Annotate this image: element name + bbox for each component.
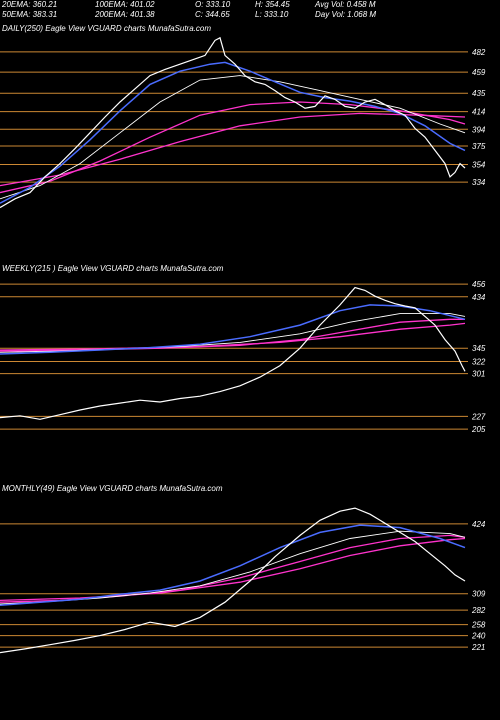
axis-label: 301 [472,370,485,379]
header-stat: Day Vol: 1.068 M [315,10,376,19]
weekly-panel: WEEKLY(215 ) Eagle View VGUARD charts Mu… [0,264,500,444]
axis-label: 205 [471,425,486,434]
axis-label: 482 [472,48,486,57]
header-stat: 200EMA: 401.38 [95,10,155,19]
axis-label: 414 [472,108,486,117]
axis-label: 394 [472,125,486,134]
monthly-chart: 424 309 282 258 240 221 [0,484,500,684]
monthly-title: MONTHLY(49) Eagle View VGUARD charts Mun… [2,484,223,493]
axis-label: 375 [472,142,486,151]
header-stat: 100EMA: 401.02 [95,0,155,9]
header-stat: Avg Vol: 0.458 M [315,0,375,9]
daily-title: DAILY(250) Eagle View VGUARD charts Muna… [2,24,211,33]
axis-label: 354 [472,160,486,169]
daily-panel: DAILY(250) Eagle View VGUARD charts Muna… [0,24,500,224]
weekly-chart: 456 434 345 322 301 227 205 [0,264,500,444]
daily-ema100-line [0,102,465,193]
axis-label: 240 [471,632,486,641]
monthly-ema50-line [0,531,465,604]
monthly-panel: MONTHLY(49) Eagle View VGUARD charts Mun… [0,484,500,684]
header-stat: C: 344.65 [195,10,230,19]
axis-label: 309 [472,590,486,599]
weekly-ema50-line [0,314,465,353]
axis-label: 221 [471,643,485,652]
daily-ema50-line [0,76,465,199]
header-stat: L: 333.10 [255,10,288,19]
axis-label: 322 [472,358,486,367]
header-stat: O: 333.10 [195,0,230,9]
weekly-title: WEEKLY(215 ) Eagle View VGUARD charts Mu… [2,264,223,273]
daily-chart: 482 459 435 414 394 375 354 334 [0,24,500,224]
axis-label: 345 [472,344,486,353]
axis-label: 282 [471,606,486,615]
weekly-ema100-line [0,319,465,351]
axis-label: 434 [472,293,486,302]
axis-label: 459 [472,68,486,77]
axis-label: 424 [472,520,486,529]
monthly-ema20-line [0,525,465,605]
header-stat: 50EMA: 383.31 [2,10,57,19]
header-stat: H: 354.45 [255,0,290,9]
axis-label: 258 [471,621,486,630]
weekly-price-line [0,288,465,420]
axis-label: 334 [472,178,486,187]
header-stats: 20EMA: 360.21 100EMA: 401.02 O: 333.10 H: 3… [0,0,500,22]
daily-ema200-line [0,113,465,185]
axis-label: 227 [471,412,486,421]
header-stat: 20EMA: 360.21 [2,0,57,9]
axis-label: 435 [472,89,486,98]
monthly-price-line [0,508,465,652]
axis-label: 456 [472,280,486,289]
